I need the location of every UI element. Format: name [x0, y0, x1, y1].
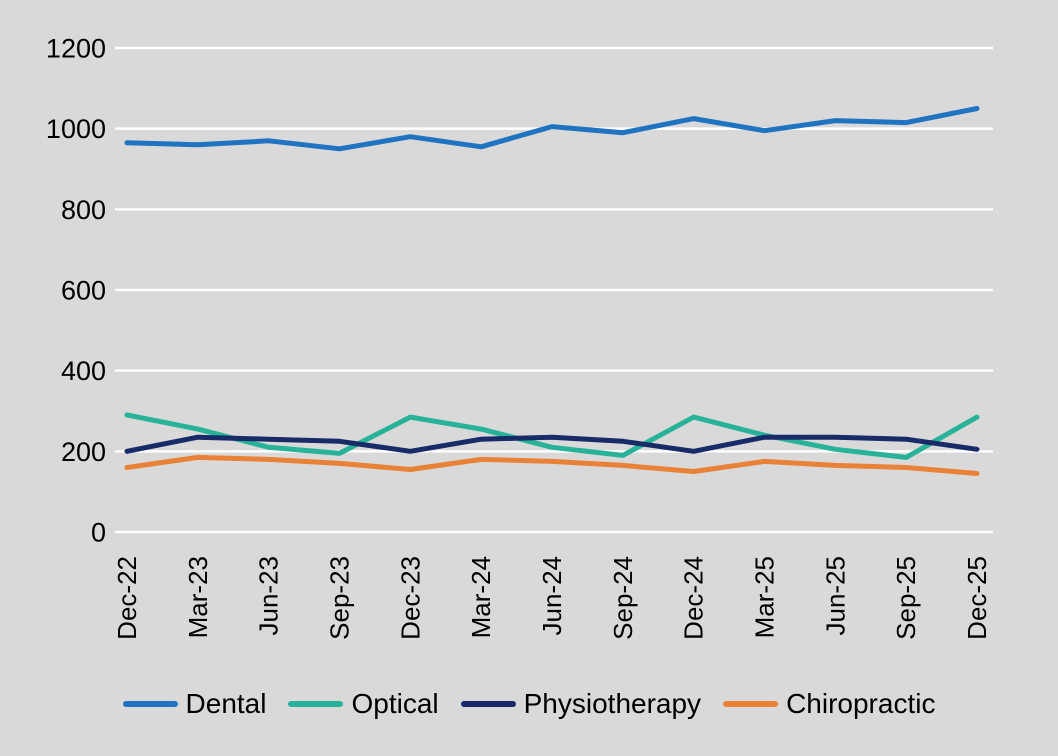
y-axis-tick-label: 0 — [91, 517, 106, 547]
legend-item-dental: Dental — [122, 688, 267, 720]
chart-legend: Dental Optical Physiotherapy Chiropracti… — [0, 688, 1058, 720]
x-axis-tick-label: Dec-24 — [679, 556, 709, 640]
dental-line-swatch — [122, 701, 178, 707]
chiropractic-line-swatch — [723, 701, 779, 707]
x-axis-tick-label: Jun-25 — [820, 556, 850, 636]
legend-label-optical: Optical — [351, 688, 439, 719]
x-axis-tick-label: Mar-25 — [750, 556, 780, 638]
optical-line-swatch — [288, 701, 344, 707]
legend-label-chiropractic: Chiropractic — [786, 688, 936, 719]
legend-item-physiotherapy: Physiotherapy — [460, 688, 702, 720]
y-axis-tick-label: 800 — [61, 195, 106, 225]
legend-label-physiotherapy: Physiotherapy — [523, 688, 702, 719]
series-line-chiropractic — [124, 454, 980, 476]
x-axis-tick-label: Dec-25 — [962, 556, 992, 640]
y-axis-tick-label: 1000 — [46, 114, 106, 144]
x-axis-tick-label: Mar-24 — [466, 556, 496, 638]
y-axis-tick-label: 600 — [61, 275, 106, 305]
y-axis-tick-label: 1200 — [46, 33, 106, 63]
series-line-dental — [124, 106, 980, 152]
x-axis-tick-label: Mar-23 — [183, 556, 213, 638]
y-axis-tick-label: 400 — [61, 356, 106, 386]
x-axis-tick-label: Jun-24 — [537, 556, 567, 636]
x-axis-tick-label: Sep-23 — [325, 556, 355, 640]
series-line-optical — [124, 412, 980, 460]
series-line-physiotherapy — [124, 434, 980, 454]
x-axis-tick-label: Sep-24 — [608, 556, 638, 640]
legend-item-chiropractic: Chiropractic — [723, 688, 935, 720]
y-axis-tick-label: 200 — [61, 437, 106, 467]
x-axis-tick-label: Sep-25 — [891, 556, 921, 640]
legend-label-dental: Dental — [185, 688, 267, 719]
x-axis-tick-label: Dec-23 — [395, 556, 425, 640]
physiotherapy-line-swatch — [460, 701, 516, 707]
x-axis-tick-label: Dec-22 — [112, 556, 142, 640]
x-axis-tick-label: Jun-23 — [254, 556, 284, 636]
legend-item-optical: Optical — [288, 688, 439, 720]
